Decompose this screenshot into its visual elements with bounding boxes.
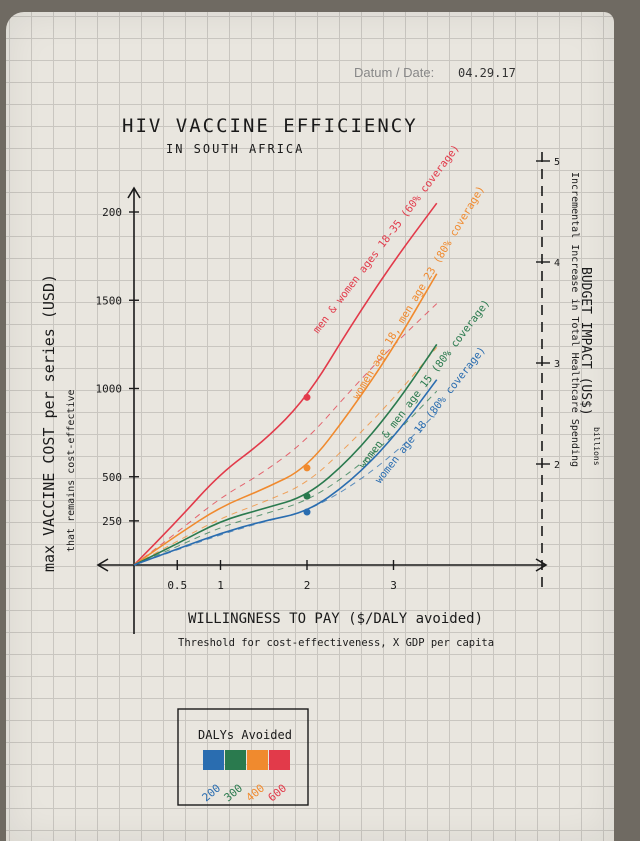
tick-group: 250 500 1000 1500 200 0.5 1 2 3 2 3 4 5 <box>96 157 561 592</box>
y2-axis-label: BUDGET IMPACT (US$) <box>578 267 593 416</box>
legend-label-2: 400 <box>244 782 268 805</box>
date-label: Datum / Date: <box>354 65 434 80</box>
legend-label-3: 600 <box>266 782 290 805</box>
x-axis-left-arrow <box>96 558 109 572</box>
x-axis-right-arrow <box>535 558 548 572</box>
series-marker-0 <box>303 393 311 401</box>
series-dashed-2 <box>133 390 438 566</box>
y-axis-arrow <box>127 186 141 199</box>
series-line-0 <box>133 202 438 566</box>
y-tick-label-3: 1500 <box>96 294 123 307</box>
series-line-2 <box>133 343 438 566</box>
series-label-0: men & women ages 18-35 (60% coverage) <box>311 142 462 335</box>
chart-title: HIV VACCINE EFFICIENCY <box>122 115 418 137</box>
legend-swatch-1 <box>225 750 246 770</box>
series-marker-3 <box>303 508 311 516</box>
x-axis-label: WILLINGNESS TO PAY ($/DALY avoided) <box>188 611 483 627</box>
y-axis-label: max VACCINE COST per series (USD) <box>40 274 58 572</box>
legend-swatch-2 <box>247 750 268 770</box>
series-label-2: women & men age 15 (80% coverage) <box>357 297 493 470</box>
series-marker-1 <box>303 464 311 472</box>
y2-tick-label-2: 4 <box>554 258 560 269</box>
series-marker-2 <box>303 492 311 500</box>
legend-swatch-0 <box>203 750 224 770</box>
legend-swatch-3 <box>269 750 290 770</box>
y2-axis-sublabel: Incremental Increase in Total Healthcare… <box>569 172 580 467</box>
series-line-3 <box>133 379 438 566</box>
x-tick-label-0: 0.5 <box>167 579 187 592</box>
y-axis-sublabel: that remains cost-effective <box>66 389 77 552</box>
axes <box>96 152 548 634</box>
x-tick-label-2: 2 <box>304 579 311 592</box>
series-line-1 <box>133 273 438 566</box>
legend-label-1: 300 <box>222 782 246 805</box>
x-tick-label-1: 1 <box>217 579 224 592</box>
legend-box <box>177 708 309 806</box>
y-tick-label-4: 200 <box>102 206 122 219</box>
y2-tick-label-0: 2 <box>554 460 560 471</box>
y2-unit: billions <box>592 427 601 466</box>
y-tick-label-0: 250 <box>102 515 122 528</box>
chart: Datum / Date: 04.29.17 HIV VACCINE EFFIC… <box>40 65 601 806</box>
x-axis-sublabel: Threshold for cost-effectiveness, X GDP … <box>178 637 494 649</box>
series-dashed-1 <box>133 347 438 566</box>
y2-tick-label-1: 3 <box>554 359 560 370</box>
series-dashed-0 <box>133 303 438 566</box>
notebook-page: Datum / Date: 04.29.17 HIV VACCINE EFFIC… <box>6 12 614 841</box>
legend-label-0: 200 <box>200 782 224 805</box>
chart-subtitle: IN SOUTH AFRICA <box>166 142 304 156</box>
series-group: men & women ages 18-35 (60% coverage)wom… <box>133 142 493 566</box>
y-tick-label-1: 500 <box>102 471 122 484</box>
y2-tick-label-3: 5 <box>554 157 560 168</box>
date-value: 04.29.17 <box>458 66 516 80</box>
x-tick-label-3: 3 <box>390 579 397 592</box>
legend-title: DALYs Avoided <box>198 728 292 742</box>
y-tick-label-2: 1000 <box>96 383 123 396</box>
